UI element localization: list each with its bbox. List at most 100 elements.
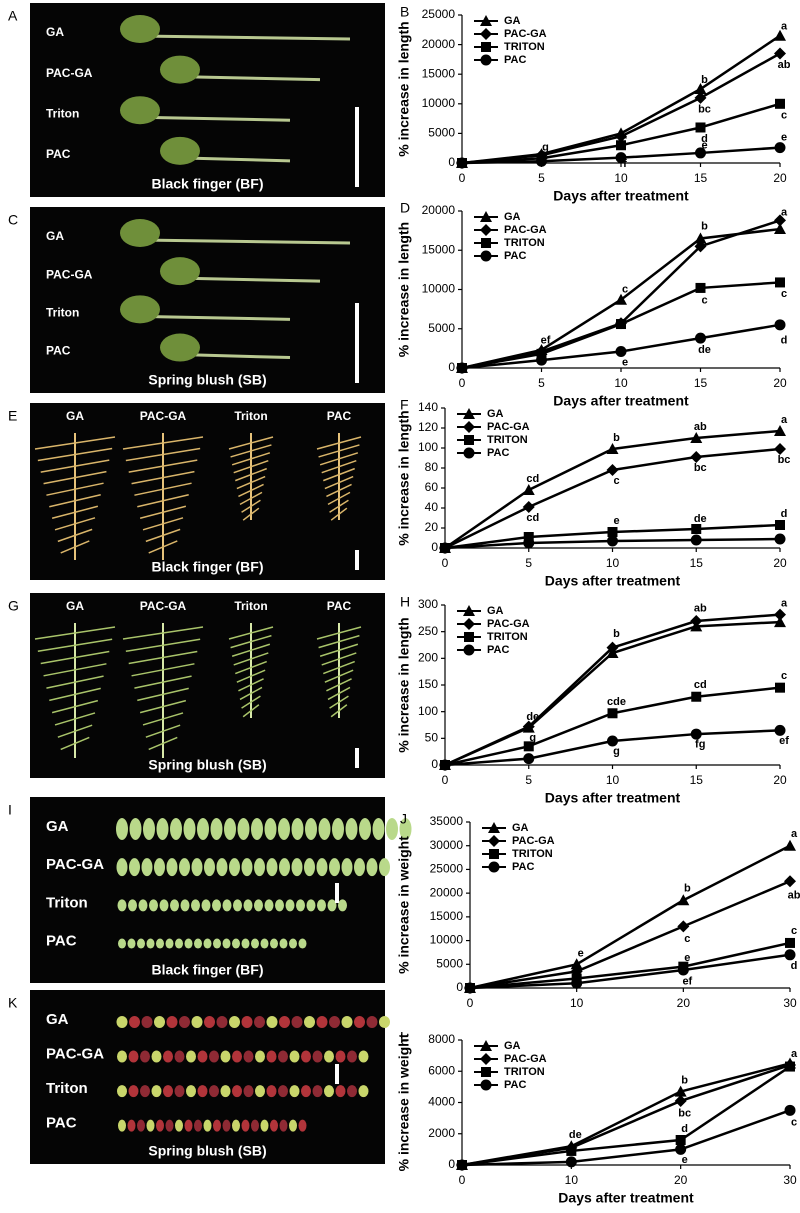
legend-label: TRITON [504, 1066, 545, 1078]
scale-bar [355, 550, 359, 570]
photo-caption: Spring blush (SB) [148, 1143, 266, 1159]
berry [216, 1016, 228, 1028]
marker-square [607, 527, 618, 537]
significance-letter: c [684, 933, 690, 945]
significance-letter: bc [778, 454, 791, 466]
branch [134, 482, 192, 496]
marker-circle [456, 362, 468, 374]
branch [238, 483, 264, 498]
marker-square [607, 708, 618, 719]
marker-square [775, 98, 785, 109]
berry [316, 858, 328, 877]
berry [165, 1119, 174, 1132]
branch [46, 482, 104, 496]
x-tick-label: 0 [442, 773, 449, 787]
significance-letter: b [681, 1075, 688, 1087]
branch [57, 724, 93, 738]
series-line [469, 941, 791, 990]
berry [220, 1085, 231, 1098]
berry [278, 1085, 288, 1098]
berry [241, 1119, 250, 1132]
shoot [179, 276, 321, 283]
marker-circle [784, 949, 796, 961]
legend-marker [481, 42, 491, 52]
significance-letter: f [623, 158, 627, 170]
significance-letter: ab [788, 889, 800, 901]
marker-circle [677, 964, 689, 976]
treatment-label: PAC-GA [46, 856, 104, 873]
photo-caption: Black finger (BF) [151, 962, 263, 978]
berry [254, 899, 263, 912]
berry [270, 938, 278, 949]
legend-marker [480, 1079, 492, 1091]
treatment-label: GA [46, 818, 69, 835]
significance-letter: bc [694, 462, 707, 474]
x-tick-label: 5 [538, 376, 545, 390]
legend-label: PAC [487, 447, 509, 459]
significance-letter: ab [694, 421, 707, 433]
berry [232, 1085, 242, 1098]
marker-diamond [606, 464, 619, 476]
berry [170, 818, 182, 840]
branch [142, 517, 184, 531]
berry [203, 1119, 212, 1132]
y-tick-label: 0 [456, 980, 463, 994]
marker-square [536, 348, 547, 359]
significance-letter: e [613, 515, 619, 527]
legend-label: TRITON [487, 631, 528, 643]
berry [154, 1016, 165, 1028]
significance-letter: b [701, 74, 708, 86]
legend-marker [463, 605, 475, 616]
marker-circle [690, 534, 702, 546]
treatment-label: PAC-GA [140, 409, 187, 423]
y-tick-label: 100 [418, 440, 438, 454]
x-tick-label: 0 [459, 1173, 466, 1187]
legend-label: GA [504, 1040, 521, 1052]
branch [238, 678, 264, 692]
legend-label: PAC [512, 861, 534, 873]
berry [359, 818, 371, 840]
berry [266, 1085, 277, 1098]
scale-bar [355, 303, 359, 383]
branch [321, 652, 357, 666]
x-axis-title: Days after treatment [545, 573, 681, 589]
scale-bar [335, 883, 339, 903]
significance-letter: de [694, 513, 707, 525]
berry [298, 938, 307, 949]
marker-triangle [606, 443, 619, 454]
marker-circle [675, 1143, 687, 1155]
berry [146, 938, 155, 949]
branch [40, 459, 110, 473]
berry [317, 899, 326, 912]
marker-square [523, 532, 534, 542]
branch [51, 505, 99, 519]
significance-letter: bc [698, 104, 711, 116]
branch [34, 436, 116, 450]
berry [254, 858, 265, 877]
branch [122, 626, 204, 640]
marker-triangle [774, 29, 786, 41]
branch [327, 686, 351, 701]
marker-diamond [677, 920, 690, 933]
marker-triangle [774, 425, 786, 436]
significance-letter: g [613, 746, 620, 758]
branch [228, 436, 274, 450]
marker-triangle [774, 223, 786, 235]
berry [291, 818, 304, 840]
x-axis-title: Days after treatment [553, 188, 689, 204]
berry [243, 1050, 254, 1063]
treatment-label: GA [46, 1011, 69, 1028]
x-tick-label: 5 [525, 556, 532, 570]
treatment-label: Triton [234, 599, 267, 613]
significance-letter: fg [695, 739, 705, 751]
berry [233, 899, 242, 912]
branch [230, 444, 272, 458]
marker-circle [607, 535, 618, 547]
legend-marker [480, 28, 492, 40]
legend-label: PAC-GA [487, 618, 530, 630]
significance-letter: de [569, 1129, 582, 1141]
x-tick-label: 10 [570, 996, 584, 1010]
legend-label: PAC-GA [487, 421, 530, 433]
berry [118, 938, 126, 949]
legend-marker [463, 447, 475, 459]
